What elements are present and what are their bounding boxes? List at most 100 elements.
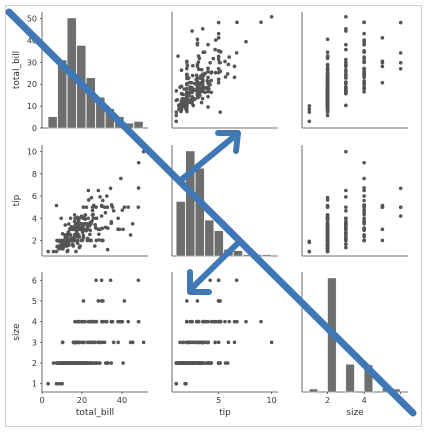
scatter-point-total_bill-tip-220 <box>187 99 191 104</box>
scatter-point-tip-total_bill-96 <box>94 216 99 221</box>
scatter-point-size-tip-212 <box>259 319 263 324</box>
hist-bar-total_bill-5 <box>95 97 106 129</box>
scatter-point-total_bill-size-67 <box>307 119 312 124</box>
scatter-point-tip-total_bill-239 <box>98 195 102 199</box>
scatter-point-size-total_bill-82 <box>60 381 64 386</box>
scatter-point-total_bill-size-111 <box>307 110 312 114</box>
scatter-point-total_bill-tip-206 <box>199 68 204 72</box>
scatter-point-size-tip-230 <box>185 319 189 324</box>
scatter-point-tip-total_bill-5 <box>90 208 95 213</box>
scatter-point-total_bill-tip-224 <box>180 96 185 101</box>
scatter-point-size-total_bill-234 <box>71 361 75 365</box>
scatter-point-tip-total_bill-167 <box>103 210 108 215</box>
ytick-label-size-4: 5 <box>32 297 37 306</box>
scatter-point-size-total_bill-231 <box>71 340 76 345</box>
scatter-point-tip-total_bill-214 <box>96 188 101 193</box>
scatter-point-tip-size-242 <box>325 241 330 246</box>
scatter-point-tip-total_bill-222 <box>57 239 61 244</box>
scatter-point-total_bill-tip-114 <box>206 69 210 74</box>
ytick-label-tip-4: 10 <box>27 148 37 157</box>
scatter-point-size-total_bill-185 <box>81 299 86 303</box>
scatter-point-total_bill-tip-181 <box>223 75 228 79</box>
scatter-point-total_bill-size-187 <box>380 59 385 64</box>
scatter-point-total_bill-size-243 <box>325 85 330 89</box>
scatter-point-tip-size-33 <box>362 233 366 238</box>
scatter-point-total_bill-tip-48 <box>185 63 190 68</box>
scatter-point-total_bill-size-240 <box>325 66 330 71</box>
scatter-point-total_bill-tip-164 <box>195 87 200 92</box>
scatter-point-total_bill-size-167 <box>362 56 366 61</box>
scatter-point-tip-total_bill-228 <box>66 230 71 235</box>
xlabel-size: size <box>346 408 364 418</box>
scatter-point-total_bill-tip-113 <box>190 73 195 78</box>
scatter-point-size-total_bill-241 <box>85 361 90 365</box>
scatter-point-total_bill-tip-236 <box>174 98 179 103</box>
ytick-label-tip-2: 6 <box>32 192 37 201</box>
scatter-point-total_bill-size-235 <box>325 104 330 108</box>
scatter-point-tip-total_bill-102 <box>128 233 133 237</box>
scatter-point-tip-total_bill-85 <box>109 203 114 208</box>
scatter-point-size-total_bill-167 <box>103 319 108 324</box>
hist-bar-tip-4 <box>214 230 224 257</box>
scatter-point-size-tip-241 <box>185 361 189 365</box>
scatter-point-size-tip-141 <box>234 278 239 283</box>
scatter-point-tip-total_bill-152 <box>74 230 79 235</box>
scatter-point-total_bill-tip-85 <box>218 49 223 54</box>
scatter-point-tip-total_bill-114 <box>91 216 96 221</box>
scatter-point-total_bill-size-16 <box>344 103 348 108</box>
scatter-point-tip-size-16 <box>344 242 348 246</box>
scatter-point-size-tip-170 <box>269 340 274 345</box>
scatter-point-size-total_bill-239 <box>98 340 102 345</box>
scatter-point-tip-size-180 <box>362 220 366 224</box>
xtick-label-size-0: 2 <box>325 396 330 405</box>
scatter-point-size-total_bill-218 <box>55 361 60 365</box>
xtick-label-tip-0: 5 <box>216 396 221 405</box>
ytick-label-tip-3: 8 <box>32 170 37 179</box>
scatter-point-tip-size-237 <box>325 247 330 252</box>
scatter-point-total_bill-tip-192 <box>190 63 195 68</box>
scatter-point-total_bill-tip-216 <box>195 64 200 69</box>
scatter-point-tip-total_bill-235 <box>60 246 64 251</box>
scatter-point-size-tip-180 <box>202 319 207 324</box>
ytick-label-total_bill-4: 40 <box>27 36 37 45</box>
scatter-point-total_bill-tip-226 <box>185 104 189 108</box>
scatter-point-total_bill-tip-92 <box>174 113 179 118</box>
scatter-point-tip-size-212 <box>362 160 366 165</box>
scatter-point-tip-total_bill-111 <box>54 249 59 254</box>
scatter-point-total_bill-tip-93 <box>209 90 214 95</box>
scatter-point-tip-total_bill-218 <box>55 244 60 249</box>
scatter-point-tip-size-102 <box>344 233 348 237</box>
scatter-point-total_bill-size-165 <box>344 72 348 77</box>
scatter-point-size-tip-216 <box>195 299 200 303</box>
scatter-point-total_bill-size-216 <box>380 64 385 69</box>
scatter-point-tip-total_bill-67 <box>46 249 50 254</box>
scatter-point-total_bill-tip-241 <box>185 76 189 81</box>
scatter-point-size-total_bill-141 <box>108 278 113 283</box>
scatter-point-size-tip-239 <box>226 340 231 345</box>
scatter-point-tip-total_bill-241 <box>85 238 90 243</box>
scatter-point-total_bill-size-208 <box>325 73 330 77</box>
scatter-point-tip-total_bill-109 <box>68 216 73 221</box>
scatter-point-total_bill-size-39 <box>344 57 348 62</box>
scatter-point-tip-size-194 <box>325 216 330 221</box>
scatter-point-total_bill-tip-83 <box>216 54 221 59</box>
scatter-point-total_bill-tip-157 <box>203 71 208 76</box>
scatter-point-total_bill-tip-239 <box>226 62 231 67</box>
hist-bar-tip-6 <box>233 250 243 257</box>
ytick-label-tip-1: 4 <box>32 214 37 223</box>
scatter-point-size-total_bill-182 <box>130 340 135 345</box>
scatter-point-tip-total_bill-207 <box>117 227 122 232</box>
scatter-point-total_bill-tip-228 <box>192 97 197 101</box>
scatter-point-tip-total_bill-226 <box>60 238 64 243</box>
ytick-label-size-5: 6 <box>32 276 37 285</box>
ytick-label-total_bill-2: 20 <box>27 80 37 89</box>
scatter-point-total_bill-size-234 <box>325 92 330 96</box>
scatter-point-tip-total_bill-206 <box>93 223 97 227</box>
scatter-point-tip-size-170 <box>344 149 348 154</box>
scatter-point-tip-total_bill-165 <box>89 222 93 226</box>
scatter-point-total_bill-tip-72 <box>197 67 201 72</box>
scatter-point-size-tip-237 <box>176 361 180 365</box>
scatter-point-tip-total_bill-175 <box>106 226 110 230</box>
scatter-point-total_bill-tip-218 <box>179 109 183 113</box>
scatter-point-size-tip-194 <box>206 361 210 365</box>
